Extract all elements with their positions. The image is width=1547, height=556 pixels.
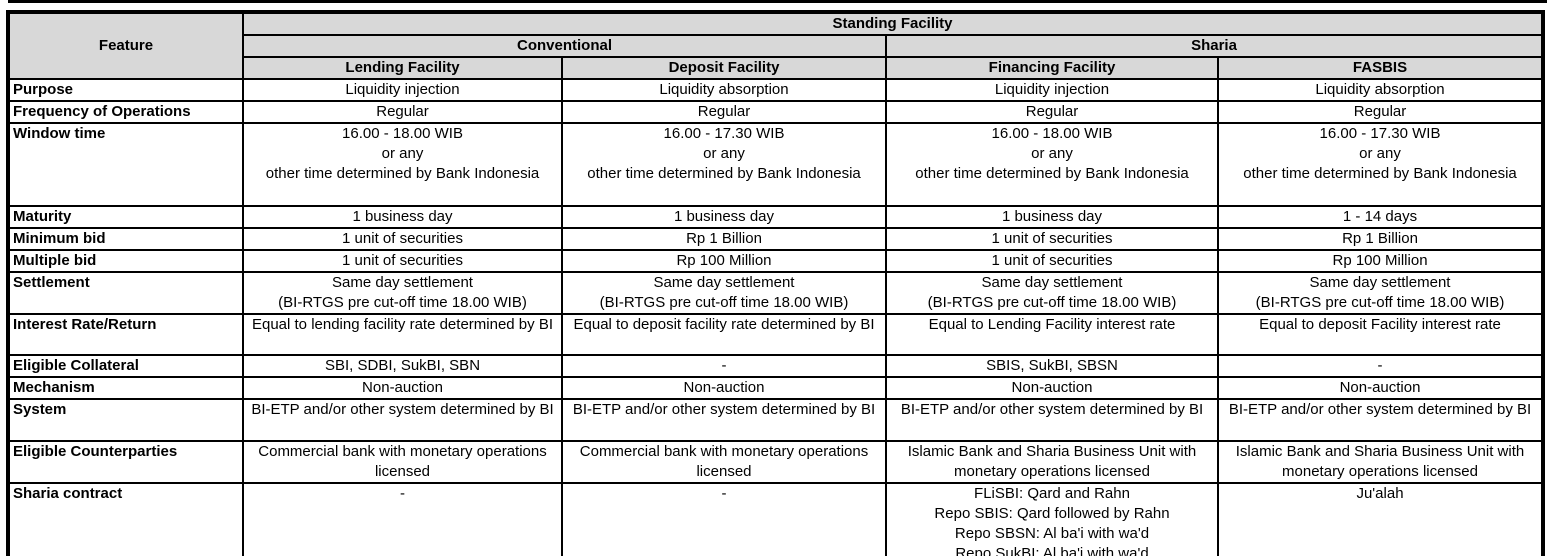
table-cell: Commercial bank with monetary operations… [561, 440, 887, 484]
table-cell: Equal to deposit Facility interest rate [1216, 313, 1545, 356]
table-row-interest-rate: Interest Rate/Return Equal to lending fa… [7, 313, 1545, 356]
row-label: Eligible Collateral [7, 354, 244, 378]
table-row-settlement: Settlement Same day settlement (BI-RTGS … [7, 271, 1545, 315]
table-cell: Non-auction [885, 376, 1219, 400]
table-row-system: System BI-ETP and/or other system determ… [7, 398, 1545, 442]
table-cell: Non-auction [1216, 376, 1545, 400]
table-cell: Regular [885, 100, 1219, 124]
table-cell: 1 unit of securities [242, 249, 563, 273]
table-cell: 16.00 - 18.00 WIB or any other time dete… [242, 122, 563, 207]
table-cell: Regular [242, 100, 563, 124]
table-cell: Liquidity absorption [561, 78, 887, 102]
table-cell: SBI, SDBI, SukBI, SBN [242, 354, 563, 378]
row-label: Window time [7, 122, 244, 207]
table-cell: Islamic Bank and Sharia Business Unit wi… [885, 440, 1219, 484]
table-cell: Regular [1216, 100, 1545, 124]
header-row-groups: Conventional Sharia [8, 34, 1545, 58]
table-cell: 1 - 14 days [1216, 205, 1545, 229]
table-cell: BI-ETP and/or other system determined by… [242, 398, 563, 442]
table-wrap: Feature Standing Facility Conventional S… [6, 10, 1546, 556]
table-cell: Same day settlement (BI-RTGS pre cut-off… [885, 271, 1219, 315]
row-label: Interest Rate/Return [7, 313, 244, 356]
table-cell: Regular [561, 100, 887, 124]
table-cell: Islamic Bank and Sharia Business Unit wi… [1216, 440, 1545, 484]
table-cell: Same day settlement (BI-RTGS pre cut-off… [1216, 271, 1545, 315]
table-cell: Commercial bank with monetary operations… [242, 440, 563, 484]
table-row-eligible-counterparties: Eligible Counterparties Commercial bank … [7, 440, 1545, 484]
table-row-sharia-contract: Sharia contract - - FLiSBI: Qard and Rah… [7, 482, 1545, 556]
table-row-window-time: Window time 16.00 - 18.00 WIB or any oth… [7, 122, 1545, 207]
table-cell: 1 business day [885, 205, 1219, 229]
corner-header-feature: Feature [7, 11, 244, 80]
table-cell: Liquidity injection [242, 78, 563, 102]
table-cell: BI-ETP and/or other system determined by… [885, 398, 1219, 442]
table-cell: 16.00 - 17.30 WIB or any other time dete… [1216, 122, 1545, 207]
table-cell: FLiSBI: Qard and Rahn Repo SBIS: Qard fo… [885, 482, 1219, 556]
table-cell: Equal to lending facility rate determine… [242, 313, 563, 356]
header-row-columns: Lending Facility Deposit Facility Financ… [8, 56, 1545, 80]
table-cell: 1 business day [561, 205, 887, 229]
table-row-eligible-collateral: Eligible Collateral SBI, SDBI, SukBI, SB… [7, 354, 1545, 378]
group-header-conventional: Conventional [242, 34, 887, 58]
table-cell: - [1216, 354, 1545, 378]
table-row-maturity: Maturity 1 business day 1 business day 1… [7, 205, 1545, 229]
table-cell: Equal to deposit facility rate determine… [561, 313, 887, 356]
table-cell: 1 unit of securities [885, 227, 1219, 251]
table-cell: BI-ETP and/or other system determined by… [561, 398, 887, 442]
table-cell: BI-ETP and/or other system determined by… [1216, 398, 1545, 442]
table-cell: Rp 100 Million [1216, 249, 1545, 273]
row-label: Sharia contract [7, 482, 244, 556]
header-row-title: Feature Standing Facility [7, 11, 1545, 80]
col-header-financing-facility: Financing Facility [885, 56, 1219, 80]
row-label: Minimum bid [7, 227, 244, 251]
col-header-lending-facility: Lending Facility [242, 56, 563, 80]
col-header-deposit-facility: Deposit Facility [561, 56, 887, 80]
table-cell: 1 unit of securities [242, 227, 563, 251]
row-label: System [7, 398, 244, 442]
table-row-mechanism: Mechanism Non-auction Non-auction Non-au… [7, 376, 1545, 400]
table-title-standing-facility: Standing Facility [241, 11, 1545, 36]
table-cell: Rp 1 Billion [561, 227, 887, 251]
table-cell: Non-auction [242, 376, 563, 400]
row-label: Frequency of Operations [7, 100, 244, 124]
table-row-purpose: Purpose Liquidity injection Liquidity ab… [7, 78, 1545, 102]
table-cell: Liquidity injection [885, 78, 1219, 102]
table-cell: Rp 1 Billion [1216, 227, 1545, 251]
row-label: Maturity [7, 205, 244, 229]
table-cell: 16.00 - 17.30 WIB or any other time dete… [561, 122, 887, 207]
table-cell: - [242, 482, 563, 556]
table-row-minimum-bid: Minimum bid 1 unit of securities Rp 1 Bi… [7, 227, 1545, 251]
row-label: Purpose [7, 78, 244, 102]
row-label: Eligible Counterparties [7, 440, 244, 484]
table-cell: Equal to Lending Facility interest rate [885, 313, 1219, 356]
table-cell: - [561, 354, 887, 378]
row-label: Mechanism [7, 376, 244, 400]
top-rule [8, 0, 1547, 3]
table-cell: - [561, 482, 887, 556]
row-label: Settlement [7, 271, 244, 315]
table-cell: Liquidity absorption [1216, 78, 1545, 102]
table-cell: 16.00 - 18.00 WIB or any other time dete… [885, 122, 1219, 207]
table-cell: Same day settlement (BI-RTGS pre cut-off… [561, 271, 887, 315]
table-row-frequency: Frequency of Operations Regular Regular … [7, 100, 1545, 124]
table-cell: 1 business day [242, 205, 563, 229]
table-cell: Rp 100 Million [561, 249, 887, 273]
table-row-multiple-bid: Multiple bid 1 unit of securities Rp 100… [7, 249, 1545, 273]
table-cell: Ju'alah [1216, 482, 1545, 556]
standing-facility-table: Feature Standing Facility Conventional S… [6, 10, 1546, 556]
group-header-sharia: Sharia [884, 34, 1545, 58]
table-cell: Non-auction [561, 376, 887, 400]
row-label: Multiple bid [7, 249, 244, 273]
col-header-fasbis: FASBIS [1216, 56, 1545, 80]
table-cell: Same day settlement (BI-RTGS pre cut-off… [242, 271, 563, 315]
table-cell: 1 unit of securities [885, 249, 1219, 273]
table-cell: SBIS, SukBI, SBSN [885, 354, 1219, 378]
